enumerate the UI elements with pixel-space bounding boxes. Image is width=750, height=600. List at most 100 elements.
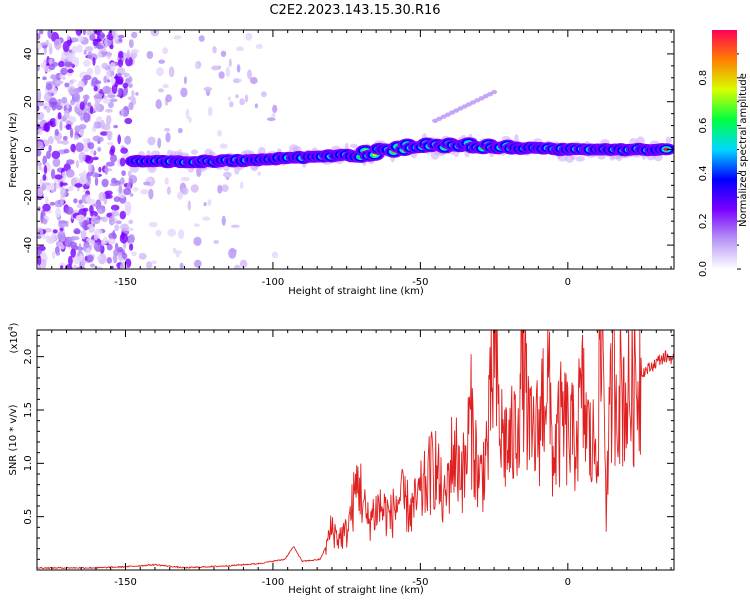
noise-speckle [82,138,91,144]
noise-speckle [42,76,47,81]
noise-speckle [190,184,199,193]
noise-speckle [109,98,118,103]
noise-speckle [92,156,99,161]
noise-speckle [38,163,42,171]
noise-speckle [167,228,176,237]
noise-speckle [109,182,119,187]
noise-speckle [107,94,116,99]
noise-speckle [101,62,109,70]
noise-speckle [80,230,87,240]
noise-speckle [110,154,117,163]
x-tick-label: -100 [262,277,285,288]
noise-speckle [124,201,132,212]
noise-speckle [150,30,160,37]
noise-speckle [37,32,41,41]
noise-speckle [104,165,109,176]
noise-speckle [48,97,58,108]
noise-speckle [69,116,77,123]
noise-speckle [79,253,83,262]
noise-speckle [92,135,102,142]
noise-speckle [39,30,44,35]
noise-speckle [62,41,70,53]
x-tick-label: -150 [114,577,137,588]
noise-speckle [127,96,136,101]
noise-speckle [239,259,248,268]
noise-speckle [43,122,50,132]
noise-speckle [162,83,169,89]
noise-speckle [69,241,78,248]
noise-speckle [207,199,212,207]
snr-multiplier-exp: 4 [7,326,15,331]
ridge-halo [146,150,151,157]
noise-speckle [118,183,123,194]
noise-speckle [51,150,61,159]
noise-speckle [123,86,128,96]
noise-speckle [88,162,93,173]
noise-speckle [124,56,133,67]
noise-speckle [86,67,93,76]
noise-speckle [55,252,61,256]
noise-speckle [217,130,222,137]
harmonic-mark [444,112,451,117]
noise-speckle [89,263,96,268]
colorbar-tick-label: 0.8 [698,70,709,86]
noise-speckle [101,216,108,223]
noise-speckle [82,170,87,180]
noise-speckle [90,210,98,218]
noise-speckle [106,142,114,146]
noise-speckle [99,32,105,40]
x-tick-label: -100 [262,577,285,588]
noise-speckle [158,88,164,93]
noise-speckle [86,30,93,36]
noise-speckle [117,59,124,68]
harmonic-mark [461,104,468,109]
noise-speckle [75,160,79,169]
noise-speckle [129,243,134,251]
noise-speckle [98,166,102,173]
noise-speckle [47,121,53,125]
noise-speckle [106,257,113,264]
noise-speckle [59,120,63,131]
noise-speckle [70,143,76,153]
noise-speckle [254,103,258,109]
noise-speckle [187,200,191,211]
noise-speckle [68,255,73,266]
colorbar-tick-label: 0.0 [698,261,709,277]
noise-speckle [180,87,188,98]
ridge-halo [292,145,302,152]
noise-speckle [128,39,134,49]
noise-speckle [96,52,103,59]
noise-speckle [202,216,211,221]
noise-speckle [65,124,72,130]
noise-speckle [211,65,220,71]
noise-speckle [52,157,61,168]
noise-speckle [128,76,133,83]
noise-speckle [147,136,156,146]
noise-speckle [123,72,130,78]
noise-speckle [220,50,227,57]
harmonic-mark [478,96,485,101]
noise-speckle [64,206,74,215]
noise-speckle [122,252,128,260]
noise-speckle [221,184,229,192]
noise-speckle [60,198,64,205]
noise-speckle [157,137,162,149]
noise-speckle [180,176,190,182]
noise-speckle [181,187,189,196]
noise-speckle [91,77,99,87]
noise-speckle [50,182,55,194]
noise-speckle [87,102,92,107]
noise-speckle [54,174,63,180]
noise-speckle [38,264,42,269]
noise-speckle [45,83,53,91]
noise-speckle [228,58,232,68]
noise-speckle [156,66,164,77]
x-tick-label: -50 [412,277,428,288]
noise-speckle [117,78,124,85]
noise-speckle [271,112,276,119]
noise-speckle [65,168,75,178]
noise-speckle [75,30,82,36]
noise-speckle [37,105,40,112]
noise-speckle [128,174,138,184]
noise-speckle [37,141,44,149]
